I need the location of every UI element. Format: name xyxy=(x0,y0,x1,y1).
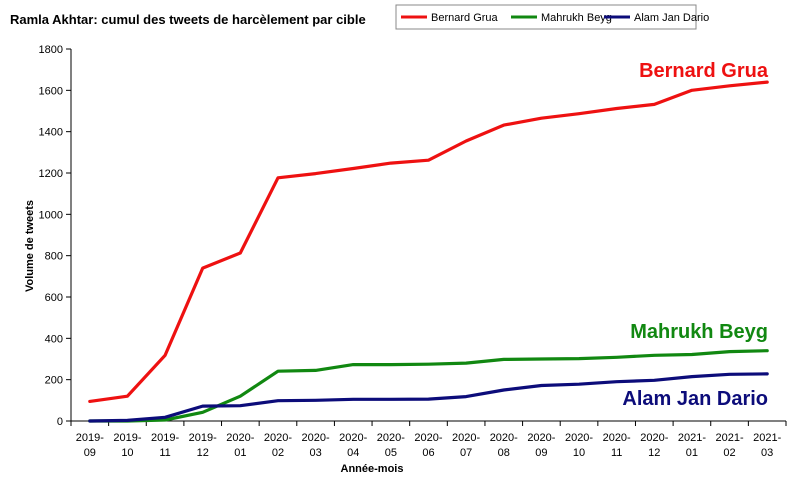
legend-box xyxy=(395,4,697,30)
legend-label: Alam Jan Dario xyxy=(634,12,709,24)
x-tick-label: 2020-08 xyxy=(490,432,518,459)
y-tick-label: 1400 xyxy=(39,127,63,139)
x-tick-label: 2020-11 xyxy=(603,432,631,459)
plot-area xyxy=(88,80,769,423)
y-tick-label: 1200 xyxy=(39,168,63,180)
x-tick-label: 2021-02 xyxy=(715,432,743,459)
y-tick-label: 800 xyxy=(45,251,63,263)
x-tick-label: 2019-12 xyxy=(189,432,217,459)
y-tick-label: 1000 xyxy=(39,209,63,221)
x-tick-label: 2020-05 xyxy=(377,432,405,459)
x-tick-label: 2020-06 xyxy=(414,432,442,459)
y-tick-label: 600 xyxy=(45,292,63,304)
chart-title: Ramla Akhtar: cumul des tweets de harcèl… xyxy=(10,12,366,27)
series-line-mahrukh-beyg xyxy=(88,349,769,423)
y-tick-label: 1600 xyxy=(39,85,63,97)
legend: Bernard Grua Mahrukh Beyg Alam Jan Dario xyxy=(395,4,709,30)
x-tick-label: 2020-01 xyxy=(226,432,254,459)
x-tick-label: 2020-04 xyxy=(339,432,367,459)
y-tick-label: 200 xyxy=(45,375,63,387)
x-tick-label: 2019-10 xyxy=(113,432,141,459)
x-tick-label: 2020-07 xyxy=(452,432,480,459)
x-tick-label: 2020-02 xyxy=(264,432,292,459)
y-tick-label: 1800 xyxy=(39,44,63,56)
series-annotation: Alam Jan Dario xyxy=(622,388,768,410)
y-axis-label: Volume de tweets xyxy=(24,200,36,292)
x-tick-label: 2020-12 xyxy=(640,432,668,459)
x-axis-label: Année-mois xyxy=(341,463,404,475)
series-annotation: Bernard Grua xyxy=(639,60,769,82)
x-tick-label: 2021-01 xyxy=(678,432,706,459)
axes: 0 200 400 600 800 1000 1200 1400 1600 1800 2019-09… xyxy=(39,44,787,459)
x-tick-label: 2020-10 xyxy=(565,432,593,459)
legend-label: Bernard Grua xyxy=(431,12,499,24)
legend-label: Mahrukh Beyg xyxy=(541,12,612,24)
series-line-alam-jan-dario xyxy=(88,372,769,423)
y-tick-label: 0 xyxy=(57,416,63,428)
x-tick-label: 2019-09 xyxy=(76,432,104,459)
y-tick-label: 400 xyxy=(45,333,63,345)
x-tick-label: 2020-09 xyxy=(527,432,555,459)
x-tick-label: 2019-11 xyxy=(151,432,179,459)
series-annotation: Mahrukh Beyg xyxy=(630,321,768,343)
series-line-bernard-grua xyxy=(88,80,769,403)
annotations: Bernard Grua Mahrukh Beyg Alam Jan Dario xyxy=(622,60,768,410)
x-tick-label: 2020-03 xyxy=(302,432,330,459)
x-tick-label: 2021-03 xyxy=(753,432,781,459)
